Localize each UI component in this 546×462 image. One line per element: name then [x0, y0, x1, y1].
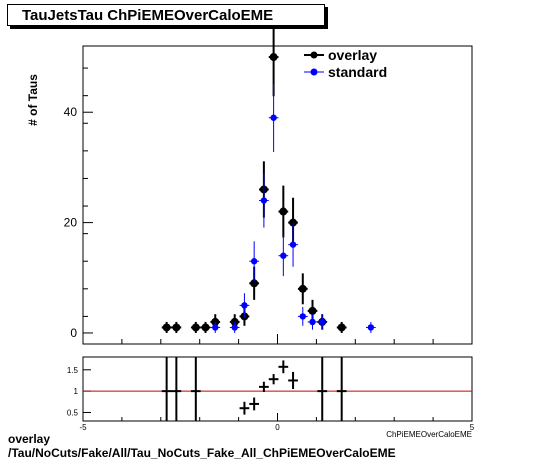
y-axis-label: # of Taus	[26, 74, 40, 126]
data-point-overlay	[162, 323, 171, 332]
data-point-standard	[289, 241, 297, 248]
main-plot-frame	[82, 45, 473, 345]
footer-line-2: /Tau/NoCuts/Fake/All/Tau_NoCuts_Fake_All…	[8, 446, 396, 460]
data-point-standard	[280, 252, 287, 259]
data-point-overlay	[279, 207, 288, 216]
data-point-standard	[231, 324, 238, 331]
legend-label-overlay: overlay	[328, 47, 377, 63]
legend-marker-standard	[310, 68, 318, 76]
y-tick-label: 0	[70, 326, 77, 340]
ratio-y-tick-label: 1.5	[67, 366, 79, 375]
ratio-y-tick-label: 1	[74, 387, 79, 396]
legend-label-standard: standard	[328, 64, 387, 80]
data-point-overlay	[269, 53, 278, 62]
data-point-standard	[212, 324, 219, 331]
y-tick-label: 40	[64, 105, 78, 119]
data-point-standard	[250, 258, 258, 265]
ratio-x-tick-label: 5	[470, 423, 475, 432]
footer-line-1: overlay	[8, 432, 51, 446]
data-point-overlay	[191, 323, 200, 332]
data-point-standard	[260, 197, 268, 204]
data-point-standard	[319, 318, 326, 326]
data-point-standard	[299, 313, 306, 320]
chart-title: TauJetsTau ChPiEMEOverCaloEME	[7, 4, 325, 26]
data-point-overlay	[172, 323, 181, 332]
x-axis-label: ChPiEMEOverCaloEME	[386, 430, 472, 439]
data-point-standard	[270, 114, 277, 121]
data-point-standard	[241, 302, 248, 309]
data-point-overlay	[250, 279, 259, 288]
data-point-standard	[367, 324, 375, 331]
data-point-overlay	[298, 284, 307, 293]
data-point-overlay	[337, 323, 346, 332]
legend-marker-overlay	[310, 51, 318, 59]
ratio-x-tick-label: 0	[275, 423, 280, 432]
data-point-overlay	[201, 323, 210, 332]
ratio-x-tick-label: -5	[79, 423, 87, 432]
data-point-overlay	[308, 306, 317, 315]
y-tick-label: 20	[64, 216, 78, 230]
ratio-plot-frame	[82, 356, 473, 422]
data-point-standard	[309, 318, 316, 326]
ratio-y-tick-label: 0.5	[67, 408, 79, 417]
